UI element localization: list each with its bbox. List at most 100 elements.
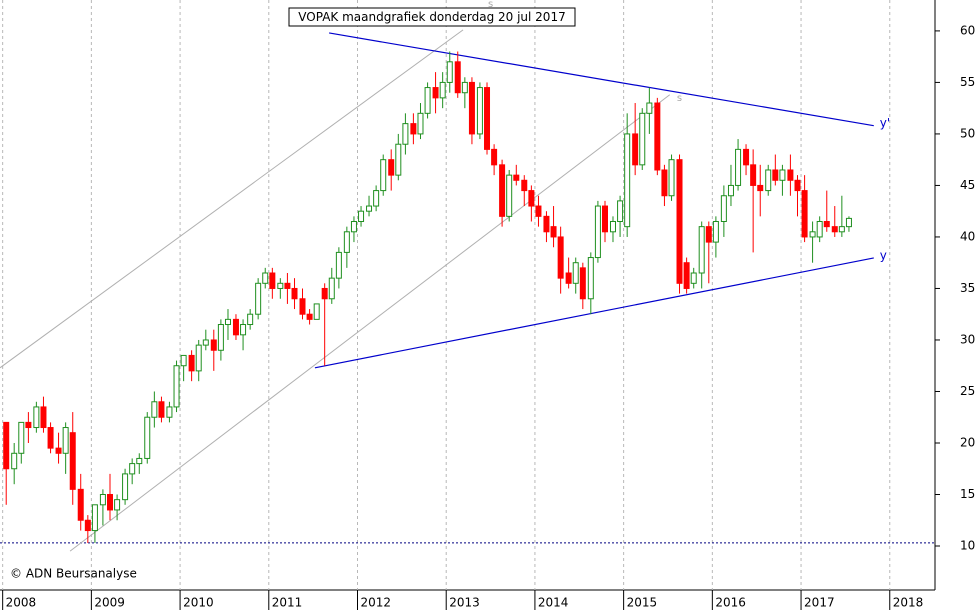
candle-body <box>557 236 564 279</box>
candle-body <box>262 272 269 284</box>
candle-body <box>144 416 151 459</box>
candle-body <box>173 365 180 408</box>
candle-body <box>735 148 742 186</box>
candle-body <box>11 452 18 470</box>
candle-body <box>306 313 313 320</box>
candle-body <box>794 179 801 192</box>
candle-body <box>727 184 734 197</box>
candle-body <box>335 251 342 279</box>
candle-body <box>99 493 106 506</box>
candle-body <box>484 87 491 150</box>
y-tick-label: 25 <box>960 384 975 398</box>
candle-body <box>380 159 387 192</box>
candle-body <box>720 195 727 222</box>
candle-body <box>838 226 845 233</box>
y-tick-label: 55 <box>960 75 975 89</box>
candle-body <box>439 81 446 99</box>
channel-line <box>0 29 464 369</box>
candle-body <box>114 499 121 511</box>
candle-body <box>461 81 468 94</box>
candle-body <box>255 282 262 315</box>
candle-body <box>3 421 10 470</box>
copyright: © ADN Beursanalyse <box>10 567 137 581</box>
candle-body <box>343 231 350 253</box>
candle-body <box>107 493 113 511</box>
y-tick-label: 30 <box>960 332 975 346</box>
candle-body <box>91 504 98 532</box>
candle-body <box>217 324 224 351</box>
candle-body <box>661 169 668 197</box>
candle-body <box>84 519 91 532</box>
candle-body <box>210 339 217 351</box>
x-tick-label: 2010 <box>183 596 214 610</box>
candle-body <box>624 133 631 228</box>
candle-body <box>454 61 461 94</box>
candle-body <box>240 324 247 336</box>
candle-body <box>417 112 424 135</box>
candle-body <box>845 217 852 228</box>
candle-body <box>55 447 62 454</box>
trendline <box>329 32 874 127</box>
candle-body <box>247 313 254 326</box>
candle-body <box>757 184 764 192</box>
candle-body <box>366 205 373 212</box>
candle-body <box>25 421 32 429</box>
candle-body <box>122 473 129 501</box>
y-tick-label: 10 <box>960 539 975 553</box>
x-tick-label: 2015 <box>627 596 658 610</box>
y-tick-label: 40 <box>960 229 975 243</box>
candle-body <box>321 287 328 300</box>
candle-body <box>654 102 661 171</box>
candle-body <box>432 87 439 99</box>
candle-body <box>816 220 823 238</box>
y-tick-label: 50 <box>960 126 975 140</box>
candle-body <box>594 205 601 259</box>
candle-body <box>521 179 528 192</box>
candle-body <box>188 354 195 372</box>
candle-body <box>395 143 402 176</box>
candle-body <box>602 205 608 233</box>
candle-body <box>277 282 284 289</box>
candle-body <box>690 272 697 284</box>
candle-body <box>410 123 417 135</box>
x-tick-label: 2016 <box>715 596 746 610</box>
y-tick-label: 60 <box>960 23 975 37</box>
candle-body <box>513 174 520 181</box>
annotation: s <box>488 0 493 10</box>
candle-body <box>180 354 187 367</box>
candle-body <box>668 159 675 197</box>
candle-body <box>424 87 431 114</box>
candle-body <box>779 169 786 181</box>
title-box <box>288 7 576 27</box>
candle-body <box>579 267 586 300</box>
candle-body <box>269 272 276 289</box>
candle-body <box>698 226 705 274</box>
trendline-label: y' <box>880 116 890 130</box>
x-tick-label: 2008 <box>6 596 37 610</box>
marks: y' y s s <box>0 0 935 590</box>
x-tick-label: 2014 <box>538 596 569 610</box>
candle-body <box>388 159 395 176</box>
y-tick-label: 35 <box>960 281 975 295</box>
trendline <box>314 257 874 369</box>
candle-body <box>632 133 639 166</box>
candle-body <box>350 220 357 233</box>
candle-body <box>299 298 306 315</box>
x-tick-label: 2018 <box>893 596 924 610</box>
candle-body <box>47 427 54 449</box>
candle-body <box>284 282 291 289</box>
candle-body <box>787 169 794 181</box>
y-tick-label: 15 <box>960 487 975 501</box>
candle-body <box>646 102 653 114</box>
candle-body <box>705 226 712 243</box>
candle-body <box>358 210 365 222</box>
candle-body <box>18 421 25 454</box>
candle-body <box>402 123 409 145</box>
candle-body <box>609 220 616 233</box>
candle-body <box>166 406 173 418</box>
annotation: s <box>677 93 682 104</box>
candle-body <box>62 427 69 454</box>
candle-body <box>232 318 239 336</box>
candle-body <box>543 215 550 233</box>
